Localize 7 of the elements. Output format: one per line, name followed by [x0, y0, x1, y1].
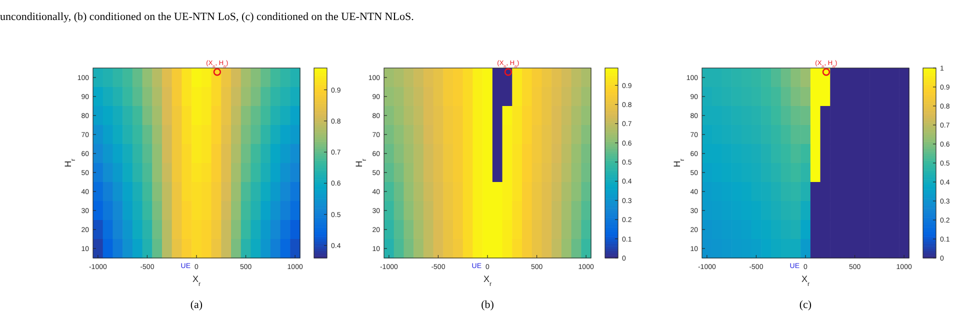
- x-axis-title: X$_{r}$: [801, 274, 810, 288]
- x-axis-title: X$_{r}$: [192, 274, 201, 288]
- x-axis-title: X$_{r}$: [483, 274, 492, 288]
- text: (a): [190, 299, 203, 311]
- text: (b): [481, 299, 494, 311]
- text: unconditionally, (b) conditioned on the UE-NTN LoS, (c) conditioned on the UE-NTN NLoS.: [0, 11, 414, 23]
- text: (c): [799, 299, 812, 311]
